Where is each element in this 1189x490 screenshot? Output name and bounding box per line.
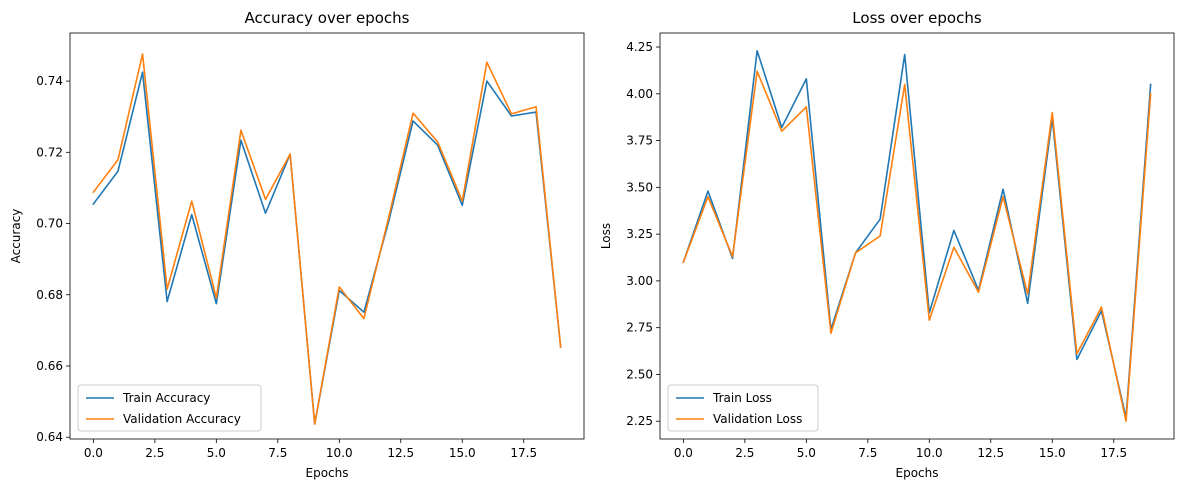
x-axis-label: Epochs bbox=[896, 466, 939, 480]
legend-label: Validation Loss bbox=[713, 412, 802, 426]
y-tick-label: 4.25 bbox=[626, 40, 653, 54]
y-tick-label: 0.68 bbox=[36, 288, 63, 302]
x-tick-label: 2.5 bbox=[735, 446, 754, 460]
accuracy-chart: Accuracy over epochs 0.0 2.5 5.0 7.5 10.0 12.5… bbox=[9, 9, 585, 480]
legend: Train Loss Validation Loss bbox=[667, 384, 819, 432]
y-tick-label: 3.25 bbox=[626, 227, 653, 241]
y-tick-label: 0.74 bbox=[36, 74, 63, 88]
x-tick-label: 5.0 bbox=[797, 446, 816, 460]
x-tick-label: 15.0 bbox=[449, 446, 476, 460]
y-tick-label: 0.70 bbox=[36, 217, 63, 231]
x-tick-label: 15.0 bbox=[1039, 446, 1066, 460]
axes-frame bbox=[69, 32, 585, 440]
x-axis-label: Epochs bbox=[306, 466, 349, 480]
legend: Train Accuracy Validation Accuracy bbox=[77, 384, 262, 432]
x-tick-label: 5.0 bbox=[207, 446, 226, 460]
x-tick-label: 12.5 bbox=[977, 446, 1004, 460]
axes-frame bbox=[659, 32, 1175, 440]
x-tick-label: 7.5 bbox=[858, 446, 877, 460]
x-tick-label: 10.0 bbox=[326, 446, 353, 460]
legend-label: Train Loss bbox=[712, 391, 772, 405]
y-tick-label: 3.00 bbox=[626, 274, 653, 288]
legend-box bbox=[77, 384, 262, 432]
x-tick-label: 17.5 bbox=[510, 446, 537, 460]
y-tick-label: 3.75 bbox=[626, 134, 653, 148]
x-tick-label: 0.0 bbox=[84, 446, 103, 460]
loss-chart-title: Loss over epochs bbox=[852, 9, 982, 27]
y-tick-label: 2.25 bbox=[626, 414, 653, 428]
x-tick-label: 17.5 bbox=[1100, 446, 1127, 460]
y-tick-label: 0.66 bbox=[36, 359, 63, 373]
series-line-validation-loss bbox=[682, 70, 1152, 423]
x-tick-label: 10.0 bbox=[916, 446, 943, 460]
y-tick-label: 0.64 bbox=[36, 430, 63, 444]
legend-label: Train Accuracy bbox=[122, 391, 210, 405]
legend-label: Validation Accuracy bbox=[123, 412, 241, 426]
y-axis-label: Accuracy bbox=[9, 209, 23, 264]
accuracy-chart-title: Accuracy over epochs bbox=[245, 9, 410, 27]
y-tick-label: 3.50 bbox=[626, 180, 653, 194]
y-axis-label: Loss bbox=[599, 223, 613, 249]
legend-box bbox=[667, 384, 819, 432]
y-tick-label: 2.75 bbox=[626, 321, 653, 335]
x-tick-label: 2.5 bbox=[145, 446, 164, 460]
y-tick-label: 0.72 bbox=[36, 145, 63, 159]
x-tick-label: 7.5 bbox=[268, 446, 287, 460]
y-tick-label: 2.50 bbox=[626, 367, 653, 381]
y-tick-label: 4.00 bbox=[626, 87, 653, 101]
series-line-validation-accuracy bbox=[92, 53, 562, 425]
x-tick-label: 0.0 bbox=[674, 446, 693, 460]
x-tick-label: 12.5 bbox=[387, 446, 414, 460]
loss-chart: Loss over epochs 0.0 2.5 5.0 7.5 10.0 12.5 15.0… bbox=[599, 9, 1175, 480]
